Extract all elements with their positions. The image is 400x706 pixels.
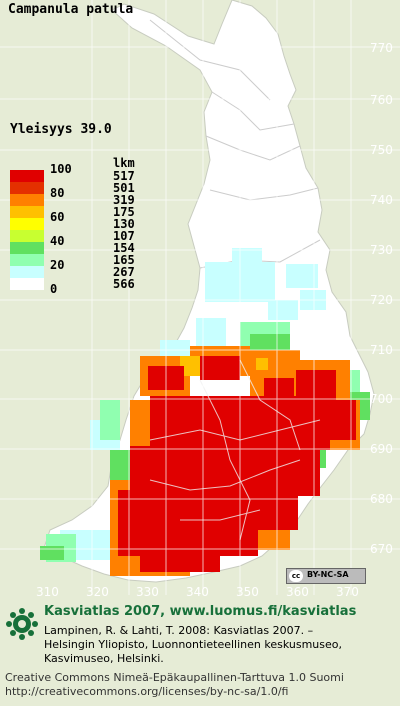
y-tick-label: 710	[370, 343, 393, 357]
map-title: Campanula patula	[8, 2, 134, 17]
legend-percent-label: 0	[50, 282, 58, 296]
y-tick-label: 720	[370, 293, 393, 307]
legend-swatch	[10, 242, 44, 254]
legend-count: 175	[113, 205, 135, 219]
legend-swatch	[10, 182, 44, 194]
x-tick-label: 330	[136, 585, 159, 599]
legend-count: 319	[113, 193, 135, 207]
footer-title-link[interactable]: Kasviatlas 2007, www.luomus.fi/kasviatla…	[44, 604, 357, 619]
y-tick-label: 740	[370, 193, 393, 207]
x-tick-label: 370	[336, 585, 359, 599]
legend-count: 165	[113, 253, 135, 267]
y-tick-label: 760	[370, 93, 393, 107]
legend-swatch	[10, 266, 44, 278]
legend-count-header: lkm	[113, 156, 135, 170]
occurrence-100-cells	[118, 356, 356, 572]
x-tick-label: 360	[286, 585, 309, 599]
x-tick-label: 310	[36, 585, 59, 599]
legend-swatch	[10, 218, 44, 230]
legend-percent-label: 100	[50, 162, 72, 176]
y-tick-label: 680	[370, 492, 393, 506]
legend-swatch	[10, 206, 44, 218]
legend-percent-label: 20	[50, 258, 65, 272]
legend-swatch	[10, 278, 44, 290]
citation-line: Kasvimuseo, Helsinki.	[44, 652, 164, 665]
y-tick-label: 750	[370, 143, 393, 157]
license-url-link[interactable]: http://creativecommons.org/licenses/by-n…	[5, 685, 289, 698]
y-tick-label: 670	[370, 542, 393, 556]
legend-percent-label: 60	[50, 210, 65, 224]
license-text: Creative Commons Nimeä-Epäkaupallinen-Ta…	[5, 671, 344, 684]
frequency-label: Yleisyys 39.0	[10, 122, 112, 137]
y-tick-label: 770	[370, 41, 393, 55]
license-badge[interactable]: cc BY-NC-SA	[286, 568, 366, 584]
legend-count: 566	[113, 277, 135, 291]
coordinate-grid	[0, 0, 400, 595]
kasviatlas-logo-icon	[6, 608, 38, 640]
legend-count: 267	[113, 265, 135, 279]
legend-percent-label: 40	[50, 234, 65, 248]
legend-swatch	[10, 230, 44, 242]
x-tick-label: 340	[186, 585, 209, 599]
x-tick-label: 350	[236, 585, 259, 599]
y-tick-label: 700	[370, 392, 393, 406]
legend-count: 517	[113, 169, 135, 183]
creative-commons-icon: cc	[289, 570, 303, 582]
legend-count: 130	[113, 217, 135, 231]
y-tick-label: 730	[370, 243, 393, 257]
legend-percent-label: 80	[50, 186, 65, 200]
legend-count: 154	[113, 241, 135, 255]
license-badge-text: BY-NC-SA	[307, 570, 349, 579]
legend-count: 107	[113, 229, 135, 243]
legend-swatch	[10, 254, 44, 266]
legend-swatch	[10, 194, 44, 206]
citation-line: Lampinen, R. & Lahti, T. 2008: Kasviatla…	[44, 624, 314, 637]
legend-count: 501	[113, 181, 135, 195]
x-tick-label: 320	[86, 585, 109, 599]
legend-swatch	[10, 170, 44, 182]
y-tick-label: 690	[370, 442, 393, 456]
citation-line: Helsingin Yliopisto, Luonnontieteellinen…	[44, 638, 342, 651]
